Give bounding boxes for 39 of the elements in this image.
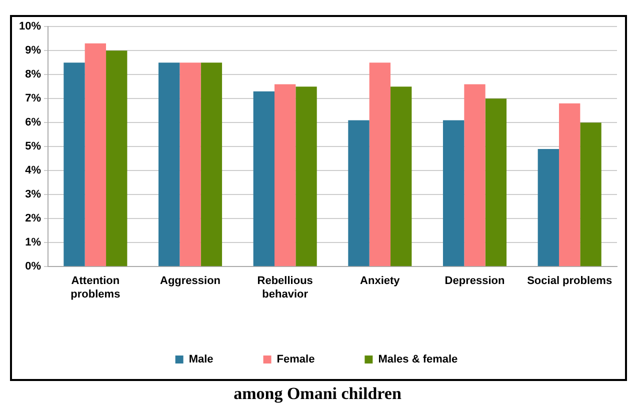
y-tick-label: 0% [25,260,42,273]
y-tick-label: 3% [25,188,42,201]
x-tick-label: Anxiety [360,275,401,288]
legend-label: Males & female [378,354,458,366]
y-tick-label: 1% [25,236,42,249]
y-tick-label: 5% [25,140,42,153]
bar [390,86,412,266]
bar [464,84,486,266]
bar [180,62,201,266]
bar [200,62,222,266]
y-tick-label: 7% [25,92,42,105]
bar [64,62,85,266]
y-tick-label: 9% [25,44,42,57]
bar [485,98,507,266]
bar [538,149,559,266]
bar [558,103,580,266]
bar [84,43,106,266]
bar [580,122,602,266]
y-tick-label: 6% [25,116,42,129]
bar [106,50,128,266]
x-tick-label: Aggression [160,275,221,288]
x-tick-label: Social problems [527,275,612,288]
bar [348,120,370,266]
y-tick-label: 4% [25,164,42,177]
bar [253,91,275,266]
bar [369,62,391,266]
y-tick-label: 10% [18,20,42,33]
bar [442,120,464,266]
x-tick-label: Attention problems [70,275,120,300]
bar [296,86,317,266]
x-tick-label: Depression [444,275,505,288]
y-tick-label: 8% [25,68,42,81]
y-tick-label: 2% [25,212,42,225]
legend-label: Male [188,354,214,366]
legend-label: Female [276,354,315,366]
text: among Omani children [232,384,402,404]
bar [158,62,180,266]
bar [274,84,296,266]
x-tick-label: Rebellious behavior [257,275,313,300]
